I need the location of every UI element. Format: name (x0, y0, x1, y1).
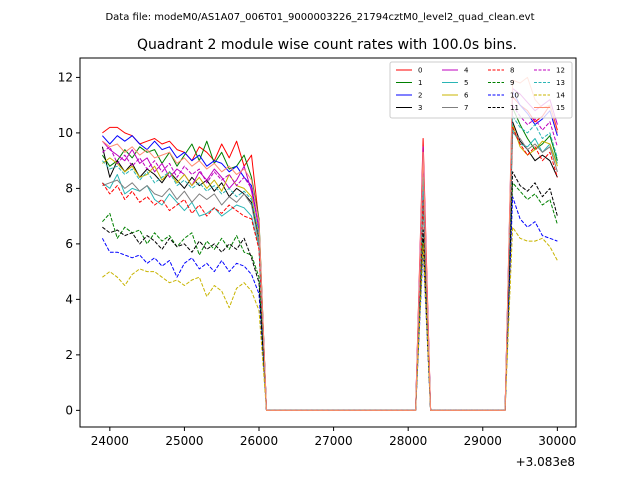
y-axis: 0 2 4 6 8 10 12 (58, 70, 80, 417)
legend-label-0: 0 (418, 67, 422, 75)
legend-label-6: 6 (464, 92, 469, 100)
plot-frame (79, 57, 577, 428)
legend-label-4: 4 (464, 67, 469, 75)
legend-label-10: 10 (510, 92, 519, 100)
y-tick-label: 6 (65, 237, 73, 251)
legend-label-1: 1 (418, 79, 422, 87)
y-tick-label: 0 (65, 403, 73, 417)
x-tick-label: 29000 (464, 434, 502, 448)
x-axis: 24000 25000 26000 27000 28000 29000 30000 (91, 427, 576, 448)
legend-label-5: 5 (464, 79, 468, 87)
series-line-11 (102, 171, 558, 411)
x-tick-label: 25000 (165, 434, 203, 448)
x-tick-label: 27000 (315, 434, 353, 448)
y-tick-label: 10 (58, 126, 73, 140)
y-tick-label: 8 (65, 181, 73, 195)
y-tick-label: 2 (65, 348, 73, 362)
x-tick-label: 30000 (538, 434, 576, 448)
legend-label-14: 14 (556, 92, 565, 100)
x-tick-label: 24000 (91, 434, 129, 448)
y-tick-label: 4 (65, 292, 73, 306)
series-line-10 (101, 196, 558, 411)
legend-box (389, 61, 573, 119)
series-line-14 (102, 226, 558, 411)
legend-label-7: 7 (464, 104, 468, 112)
y-tick-label: 12 (58, 70, 73, 84)
series-line-8 (101, 126, 558, 411)
legend-label-3: 3 (418, 104, 422, 112)
suptitle: Data file: modeM0/AS1A07_006T01_90000032… (105, 12, 534, 23)
legend-label-9: 9 (510, 79, 514, 87)
series-line-13 (102, 115, 558, 411)
legend-label-12: 12 (556, 67, 565, 75)
legend-label-8: 8 (510, 67, 514, 75)
plot-area (79, 57, 577, 428)
x-tick-label: 26000 (240, 434, 278, 448)
legend-label-2: 2 (418, 92, 422, 100)
legend-label-13: 13 (556, 79, 565, 87)
series-line-12 (102, 104, 558, 411)
legend-label-15: 15 (556, 104, 565, 112)
series-line-9 (102, 182, 558, 411)
chart-title: Quadrant 2 module wise count rates with … (137, 37, 517, 53)
plot-background (80, 58, 576, 427)
legend-label-11: 11 (510, 104, 519, 112)
x-offset-label: +3.083e8 (516, 455, 575, 469)
x-tick-label: 28000 (389, 434, 427, 448)
series-line-7 (102, 132, 558, 411)
